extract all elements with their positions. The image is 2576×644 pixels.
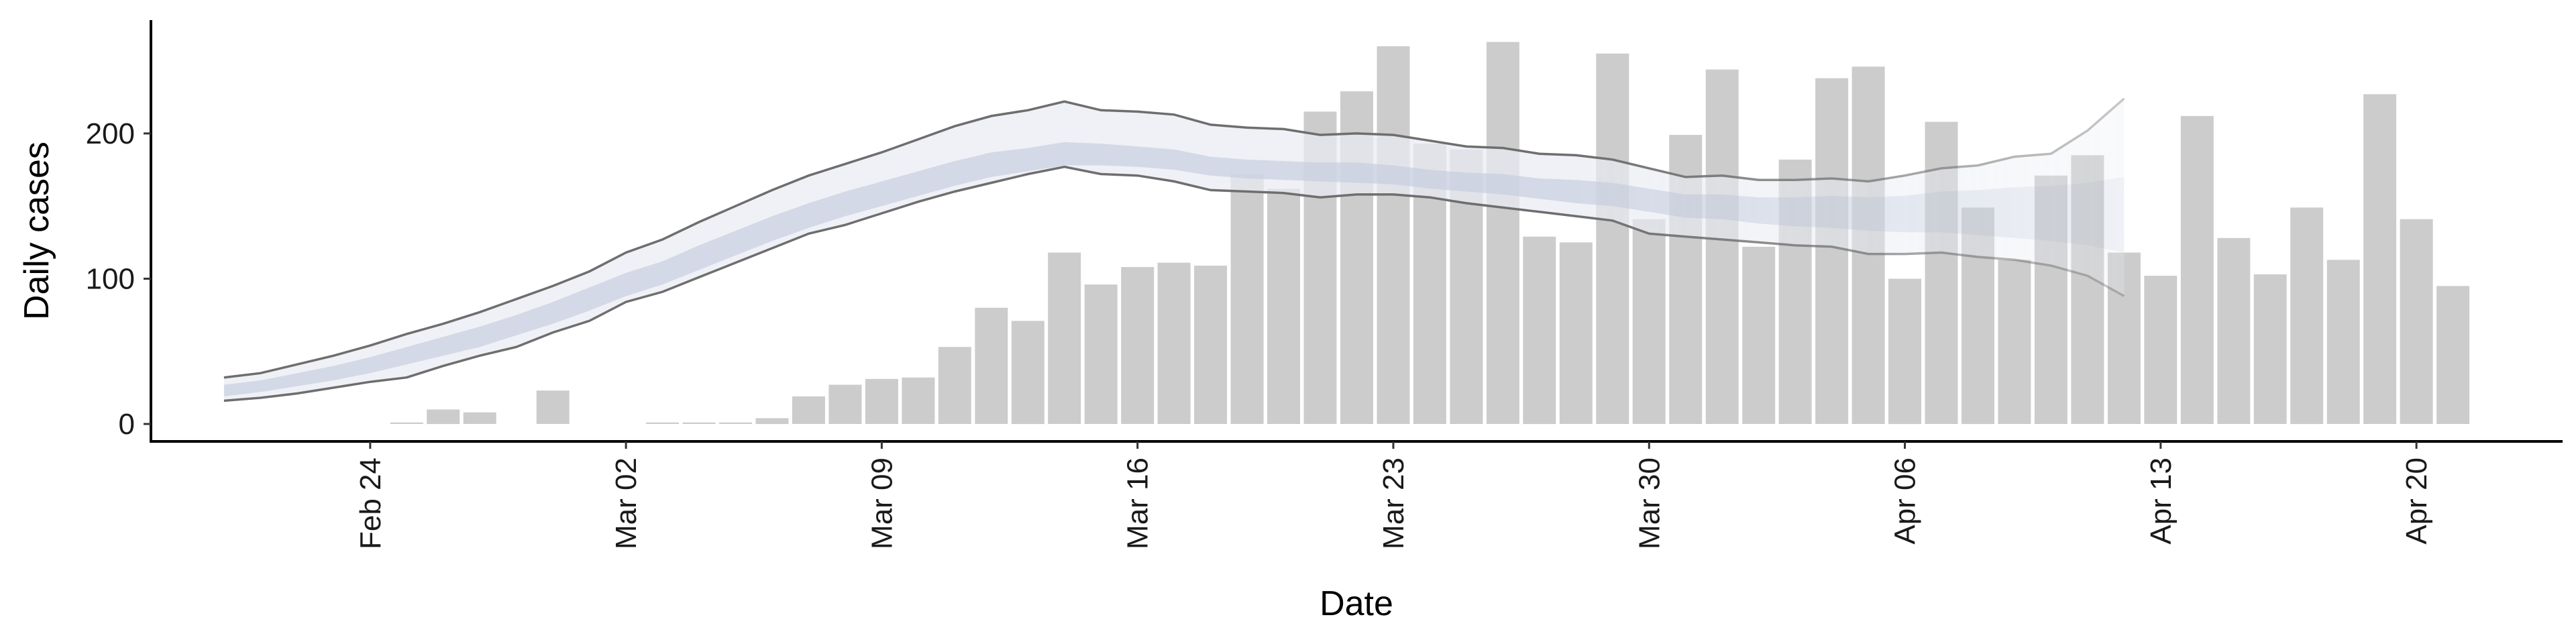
y-axis-title: Daily cases — [17, 142, 56, 320]
bar-2020-03-08 — [828, 384, 862, 424]
bar-2020-02-27 — [463, 412, 496, 424]
bar-2020-02-29 — [536, 390, 570, 424]
bar-2020-04-17 — [2290, 207, 2324, 425]
x-tick-label: Apr 13 — [2145, 458, 2178, 545]
bar-2020-03-29 — [1596, 53, 1629, 425]
bar-2020-03-07 — [792, 396, 825, 424]
x-tick-label: Feb 24 — [354, 458, 387, 549]
estimate-upper-line — [223, 97, 2125, 379]
bar-2020-04-21 — [2436, 286, 2470, 424]
y-tick-label: 0 — [119, 408, 135, 441]
bar-2020-03-03 — [646, 422, 680, 424]
x-tick-label: Mar 02 — [610, 458, 643, 549]
estimate-band-50 — [223, 142, 2125, 396]
x-tick-label: Apr 20 — [2400, 458, 2433, 545]
bar-2020-03-15 — [1084, 284, 1118, 424]
bar-2020-04-15 — [2217, 237, 2251, 424]
bar-2020-04-09 — [1998, 260, 2031, 424]
axes — [144, 20, 2563, 449]
bar-2020-04-14 — [2180, 115, 2214, 424]
bar-2020-03-11 — [938, 347, 971, 424]
bar-2020-04-18 — [2326, 260, 2360, 424]
bar-2020-03-23 — [1377, 46, 1410, 424]
bar-2020-03-19 — [1230, 174, 1264, 424]
bar-2020-03-18 — [1194, 266, 1228, 424]
bar-2020-03-13 — [1011, 321, 1044, 425]
bar-2020-03-28 — [1559, 242, 1593, 424]
estimate-lower-line — [223, 165, 2125, 402]
bar-2020-03-05 — [719, 422, 752, 424]
y-tick-label: 200 — [86, 117, 135, 150]
bar-2020-03-30 — [1632, 219, 1666, 424]
y-tick-label: 100 — [86, 262, 135, 295]
bar-2020-04-04 — [1815, 78, 1849, 425]
x-tick-label: Mar 09 — [865, 458, 898, 549]
x-tick-label: Apr 06 — [1889, 458, 1922, 545]
bar-2020-03-10 — [902, 377, 935, 424]
x-tick-labels: Feb 24 Mar 02 Mar 09 Mar 16 Mar 23 Mar 30 Apr … — [354, 458, 2433, 549]
estimate-bands — [223, 97, 2125, 402]
bar-2020-03-09 — [865, 378, 898, 424]
x-tick-label: Mar 16 — [1122, 458, 1155, 549]
bar-2020-03-16 — [1121, 267, 1155, 424]
bar-2020-04-06 — [1888, 278, 1921, 425]
bar-2020-03-06 — [755, 418, 789, 425]
estimate-band-90 — [223, 98, 2125, 401]
bar-2020-04-20 — [2400, 219, 2433, 424]
bar-2020-02-25 — [390, 422, 423, 424]
bar-2020-02-26 — [427, 409, 460, 425]
x-tick-label: Mar 30 — [1633, 458, 1666, 549]
bar-2020-04-19 — [2363, 94, 2397, 424]
bar-2020-04-02 — [1742, 246, 1776, 424]
bar-2020-03-14 — [1048, 252, 1081, 424]
bar-2020-04-01 — [1705, 69, 1739, 425]
x-axis-title: Date — [1320, 584, 1393, 623]
bar-2020-04-16 — [2253, 274, 2287, 424]
bar-2020-03-17 — [1157, 262, 1191, 424]
x-tick-label: Mar 23 — [1377, 458, 1410, 549]
bar-2020-03-12 — [975, 307, 1008, 424]
bar-2020-03-20 — [1267, 189, 1300, 424]
bar-2020-04-13 — [2144, 276, 2178, 424]
bar-2020-03-26 — [1486, 42, 1519, 424]
bar-2020-03-04 — [682, 422, 716, 424]
y-tick-labels: 0 100 200 — [86, 117, 135, 441]
bar-2020-03-27 — [1523, 236, 1556, 425]
